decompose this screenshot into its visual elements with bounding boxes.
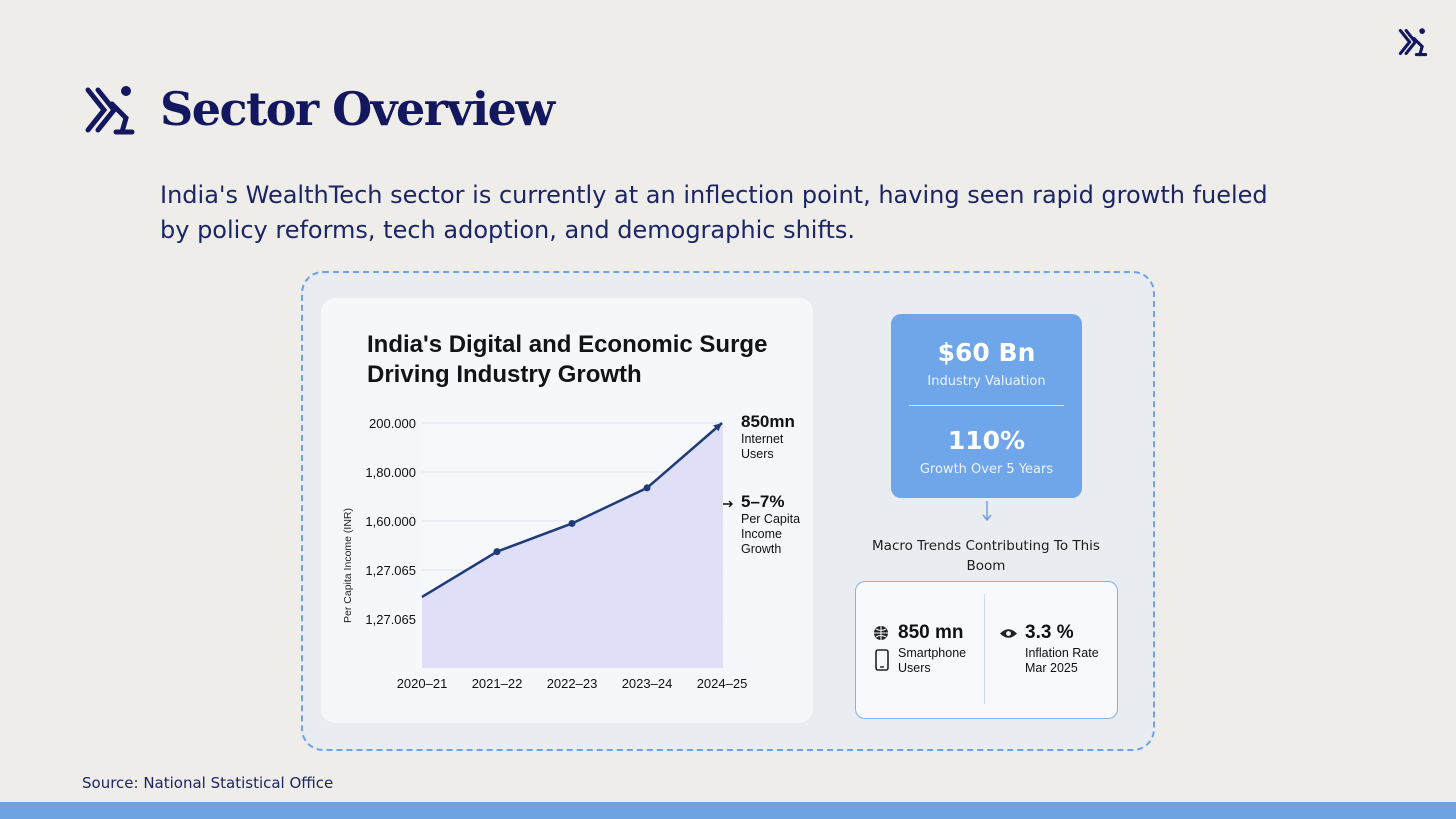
x-tick-label: 2020–21	[397, 676, 448, 691]
arrow-down-icon	[982, 501, 992, 522]
bottom-accent-bar	[0, 802, 1456, 819]
macro-value: 3.3 %	[1025, 622, 1074, 643]
macro-label: Smartphone Users	[898, 646, 967, 675]
source-note: Source: National Statistical Office	[82, 774, 334, 792]
y-tick-label: 1,80.000	[365, 465, 416, 480]
stat-label: Growth Over 5 Years	[919, 462, 1054, 477]
macro-divider	[984, 594, 985, 704]
annotation-label: Per Capita Income Growth	[741, 512, 801, 556]
macro-trends-box: 850 mn Smartphone Users 3.3 % Inflation …	[855, 581, 1118, 719]
y-tick-label: 1,60.000	[365, 514, 416, 529]
y-axis-label: Per Capita Income (INR)	[342, 508, 354, 623]
data-point	[643, 484, 651, 492]
chart-title: India's Digital and Economic Surge Drivi…	[367, 331, 768, 388]
macro-label: Inflation Rate Mar 2025	[1025, 646, 1099, 675]
data-point	[493, 548, 501, 556]
x-tick-label: 2024–25	[697, 676, 748, 691]
y-tick-label: 1,27.065	[365, 563, 416, 578]
data-point	[568, 519, 576, 527]
x-tick-label: 2023–24	[622, 676, 673, 691]
annotation-income-growth: 5–7% Per Capita Income Growth	[741, 492, 807, 557]
y-tick-label: 1,27.065	[365, 612, 416, 627]
smartphone-icon	[875, 649, 889, 671]
area-chart: 200.000 1,80.000 1,60.000 1,27.065 1,27.065 2…	[342, 416, 748, 691]
globe-icon	[874, 626, 888, 640]
key-stats-box: $60 Bn Industry Valuation 110% Growth Ov…	[891, 314, 1082, 498]
chart-card: India's Digital and Economic Surge Drivi…	[321, 298, 813, 723]
intro-text: India's WealthTech sector is currently a…	[160, 181, 1268, 244]
x-tick-label: 2022–23	[547, 676, 598, 691]
brand-logo-icon	[1398, 28, 1428, 57]
stat-value: $60 Bn	[937, 338, 1036, 367]
annotation-value: 850mn	[741, 412, 795, 431]
brand-logo-icon	[85, 86, 135, 135]
area-fill	[422, 423, 722, 668]
y-tick-label: 200.000	[369, 416, 416, 431]
macro-trends-title: Macro Trends Contributing To This Boom	[872, 538, 1100, 574]
stat-divider	[909, 405, 1064, 406]
annotation-internet-users: 850mn Internet Users	[741, 412, 801, 462]
x-tick-label: 2021–22	[472, 676, 523, 691]
eye-icon	[1000, 629, 1017, 638]
page-title: Sector Overview	[160, 82, 555, 136]
annotation-label: Internet Users	[741, 432, 784, 461]
data-point-arrow	[713, 423, 722, 432]
arrow-right-icon	[723, 500, 733, 508]
annotation-value: 5–7%	[741, 492, 785, 511]
stat-label: Industry Valuation	[927, 374, 1046, 389]
stat-value: 110%	[947, 426, 1026, 455]
macro-value: 850 mn	[898, 622, 964, 643]
